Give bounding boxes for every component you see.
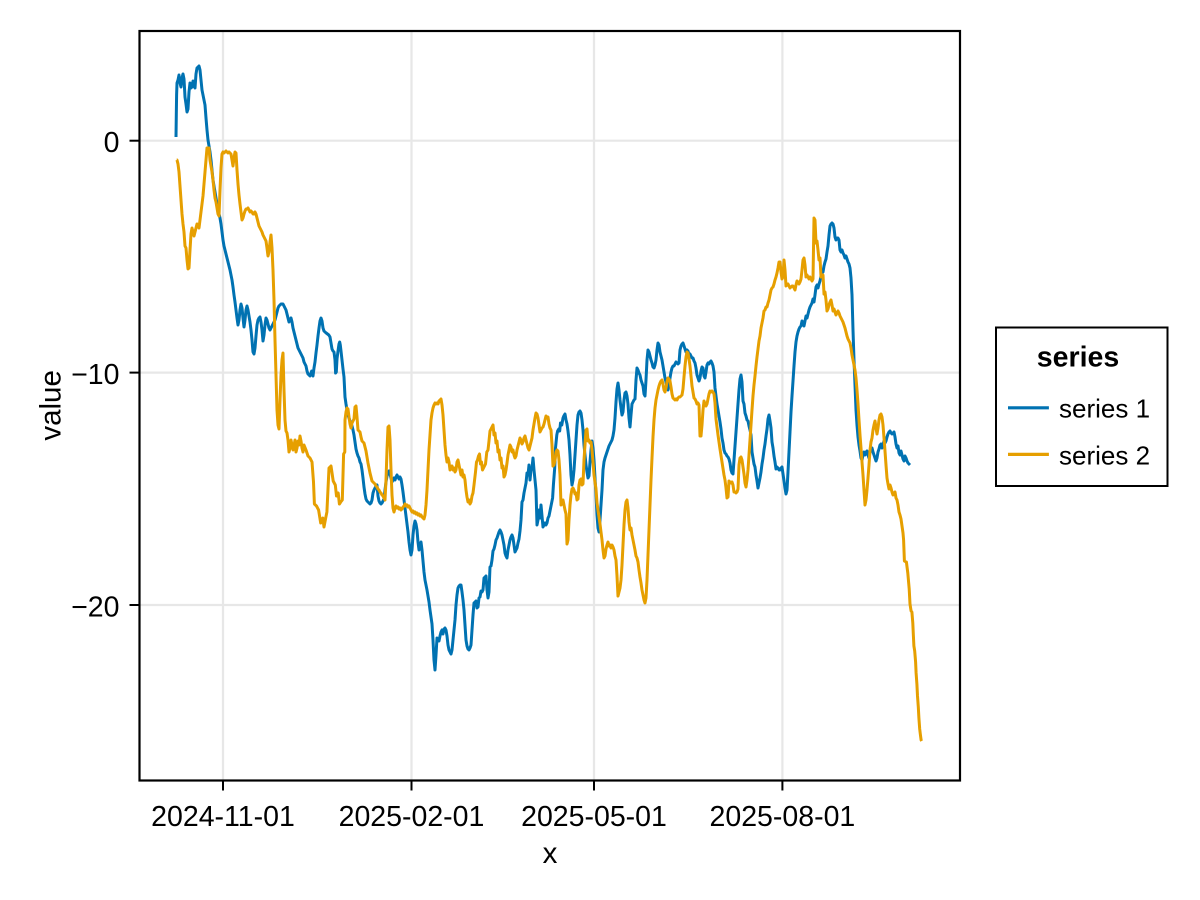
svg-text:value: value	[35, 370, 68, 441]
svg-text:−20: −20	[71, 591, 119, 623]
svg-text:−10: −10	[71, 359, 119, 391]
svg-text:series 1: series 1	[1059, 394, 1150, 424]
svg-text:series 2: series 2	[1059, 440, 1150, 470]
svg-text:x: x	[543, 837, 558, 870]
svg-text:2025-08-01: 2025-08-01	[710, 801, 856, 833]
svg-text:series: series	[1037, 342, 1119, 374]
svg-text:2025-02-01: 2025-02-01	[339, 801, 485, 833]
svg-text:2024-11-01: 2024-11-01	[151, 801, 295, 833]
svg-text:0: 0	[104, 127, 120, 159]
svg-text:2025-05-01: 2025-05-01	[521, 801, 667, 833]
